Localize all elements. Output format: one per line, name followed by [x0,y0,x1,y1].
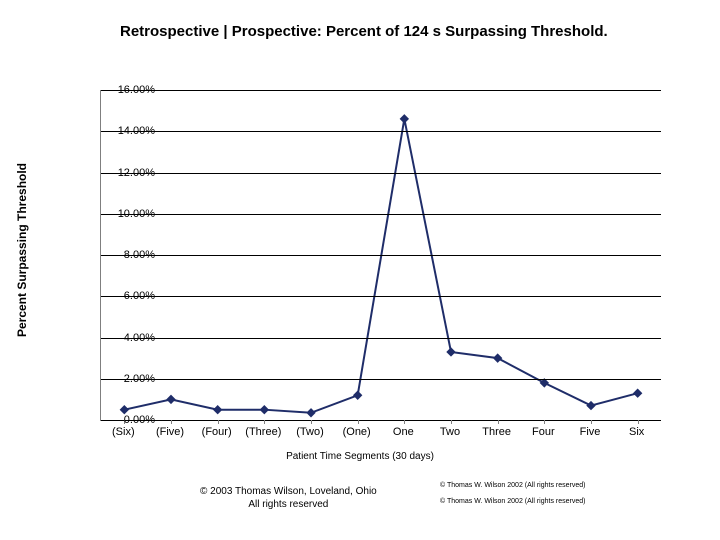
footer-center-line2: All rights reserved [248,499,328,510]
x-tick-label: (Two) [296,426,324,438]
x-axis-label: Patient Time Segments (30 days) [0,451,720,462]
data-marker [447,348,455,356]
x-tick-mark [591,420,592,424]
grid-line [101,255,661,256]
data-marker [214,406,222,414]
data-marker [354,391,362,399]
grid-line [101,338,661,339]
x-tick-label: Five [580,426,601,438]
x-tick-label: (Three) [245,426,281,438]
x-tick-mark [638,420,639,424]
grid-line [101,420,661,421]
x-tick-label: Two [440,426,460,438]
x-tick-mark [171,420,172,424]
x-tick-mark [404,420,405,424]
chart-title: Retrospective | Prospective: Percent of … [120,22,640,42]
data-marker [540,379,548,387]
data-marker [634,389,642,397]
x-tick-label: (Six) [112,426,135,438]
data-marker [587,402,595,410]
footer-right-2: © Thomas W. Wilson 2002 (All rights rese… [440,498,585,505]
data-marker [400,115,408,123]
x-tick-mark [358,420,359,424]
grid-line [101,379,661,380]
y-tick-label: 0.00% [124,414,155,426]
x-tick-label: (Five) [156,426,184,438]
series-line [124,119,637,413]
data-marker [307,409,315,417]
footer-center: © 2003 Thomas Wilson, Loveland, Ohio All… [200,485,377,511]
y-tick-label: 4.00% [124,332,155,344]
grid-line [101,296,661,297]
y-tick-label: 6.00% [124,290,155,302]
x-tick-label: Three [482,426,511,438]
x-tick-label: One [393,426,414,438]
y-axis-label: Percent Surpassing Threshold [15,163,29,337]
x-tick-mark [451,420,452,424]
x-tick-label: Four [532,426,555,438]
x-tick-label: (One) [343,426,371,438]
grid-line [101,173,661,174]
y-tick-label: 12.00% [118,167,155,179]
plot-area [100,90,661,421]
data-marker [260,406,268,414]
x-tick-mark [498,420,499,424]
page: Retrospective | Prospective: Percent of … [0,0,720,540]
data-marker [167,395,175,403]
x-tick-label: Six [629,426,644,438]
footer-center-line1: © 2003 Thomas Wilson, Loveland, Ohio [200,486,377,497]
grid-line [101,214,661,215]
data-marker [494,354,502,362]
data-marker [120,406,128,414]
y-tick-label: 10.00% [118,208,155,220]
x-tick-mark [544,420,545,424]
y-tick-label: 14.00% [118,125,155,137]
grid-line [101,131,661,132]
grid-line [101,90,661,91]
x-tick-mark [264,420,265,424]
footer-right-1: © Thomas W. Wilson 2002 (All rights rese… [440,482,585,489]
x-tick-label: (Four) [202,426,232,438]
x-tick-mark [218,420,219,424]
y-tick-label: 8.00% [124,249,155,261]
x-tick-mark [311,420,312,424]
y-tick-label: 16.00% [118,84,155,96]
y-tick-label: 2.00% [124,373,155,385]
